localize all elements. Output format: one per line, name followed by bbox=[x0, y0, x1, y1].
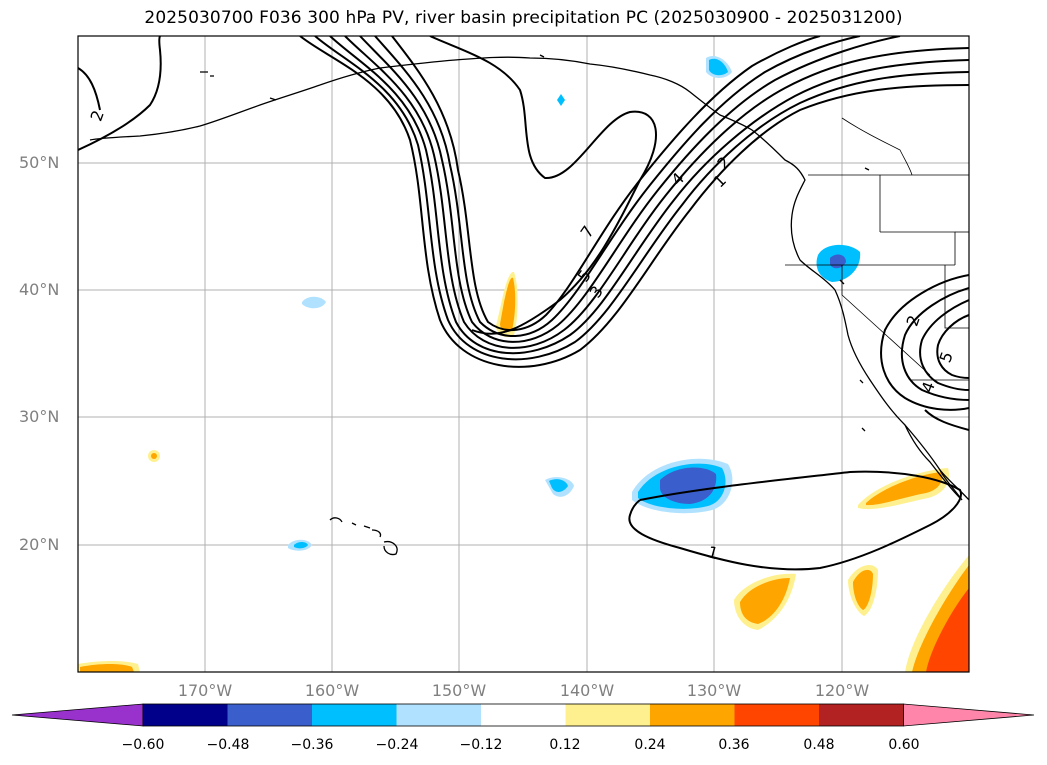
colorbar-tick-label: −0.12 bbox=[459, 737, 503, 753]
colorbar-tick-label: −0.48 bbox=[206, 737, 250, 753]
colorbar-tick-label: 0.36 bbox=[718, 737, 750, 753]
precip-patch-positive bbox=[80, 664, 134, 672]
precip-patch-negative bbox=[709, 58, 728, 76]
colorbar-swatch bbox=[227, 704, 313, 726]
pv-contour bbox=[314, 36, 969, 361]
colorbar-swatch bbox=[481, 704, 566, 726]
lon-label: 160°W bbox=[304, 681, 360, 700]
lat-label: 30°N bbox=[19, 407, 60, 426]
precip-patch-positive bbox=[853, 569, 873, 610]
lat-label: 20°N bbox=[19, 535, 60, 554]
pv-contour bbox=[880, 274, 969, 411]
pv-contour bbox=[329, 36, 969, 355]
baja-coast bbox=[904, 424, 961, 499]
colorbar-swatch bbox=[650, 704, 735, 726]
colorbar-extend-low bbox=[11, 703, 144, 727]
pv-contour bbox=[919, 299, 969, 391]
colorbar bbox=[11, 703, 1035, 727]
map-background bbox=[78, 36, 969, 672]
lat-label: 50°N bbox=[19, 153, 60, 172]
colorbar-swatch bbox=[819, 704, 904, 726]
precip-patch-negative bbox=[557, 94, 565, 106]
colorbar-tick-label: −0.36 bbox=[290, 737, 334, 753]
colorbar-swatch bbox=[734, 704, 820, 726]
lon-label: 130°W bbox=[686, 681, 742, 700]
precipitation-shading bbox=[78, 55, 969, 672]
colorbar-tick-label: −0.60 bbox=[121, 737, 165, 753]
pv-contour bbox=[344, 36, 969, 349]
contour-label: 1 bbox=[706, 542, 721, 563]
colorbar-swatch bbox=[565, 704, 651, 726]
aleutian-islands bbox=[89, 84, 321, 141]
map-title: 2025030700 F036 300 hPa PV, river basin … bbox=[144, 8, 903, 28]
pv-contours bbox=[78, 36, 969, 571]
colorbar-extend-high bbox=[903, 703, 1035, 727]
map-frame bbox=[77, 35, 970, 673]
precip-patch-negative bbox=[302, 296, 326, 309]
pv-contour bbox=[78, 36, 162, 151]
state-borders bbox=[785, 117, 969, 381]
lon-label: 120°W bbox=[814, 681, 870, 700]
pv-contour bbox=[78, 67, 101, 111]
precip-patch-positive bbox=[151, 453, 157, 459]
precip-patch-negative bbox=[294, 542, 308, 549]
north-america-coast bbox=[319, 56, 969, 501]
colorbar-swatch bbox=[396, 704, 482, 726]
colorbar-tick-label: −0.24 bbox=[375, 737, 419, 753]
pv-contour bbox=[299, 36, 969, 368]
colorbar-tick-label: 0.60 bbox=[888, 737, 920, 753]
pv-contour bbox=[359, 36, 901, 343]
lon-label: 170°W bbox=[177, 681, 233, 700]
pv-contour bbox=[924, 409, 969, 431]
precip-patch-positive bbox=[500, 277, 516, 332]
precip-patch-positive bbox=[740, 578, 790, 624]
pv-contour bbox=[936, 314, 969, 379]
pv-contour bbox=[628, 470, 962, 571]
hawaii-islands bbox=[329, 517, 398, 556]
pv-contour bbox=[374, 36, 861, 337]
colorbar-tick-label: 0.48 bbox=[803, 737, 835, 753]
precip-patch-negative bbox=[549, 479, 568, 492]
precip-patch-positive bbox=[866, 472, 943, 506]
colorbar-swatch bbox=[143, 704, 228, 726]
colorbar-swatch bbox=[312, 704, 397, 726]
pv-contour bbox=[900, 287, 969, 401]
lon-label: 150°W bbox=[431, 681, 487, 700]
pv-contour bbox=[391, 36, 821, 332]
precip-patch-positive bbox=[926, 588, 969, 672]
colorbar-tick-label: 0.24 bbox=[634, 737, 666, 753]
colorbar-outline bbox=[142, 703, 904, 727]
lon-label: 140°W bbox=[559, 681, 615, 700]
lat-label: 40°N bbox=[19, 280, 60, 299]
colorbar-tick-label: 0.12 bbox=[549, 737, 581, 753]
